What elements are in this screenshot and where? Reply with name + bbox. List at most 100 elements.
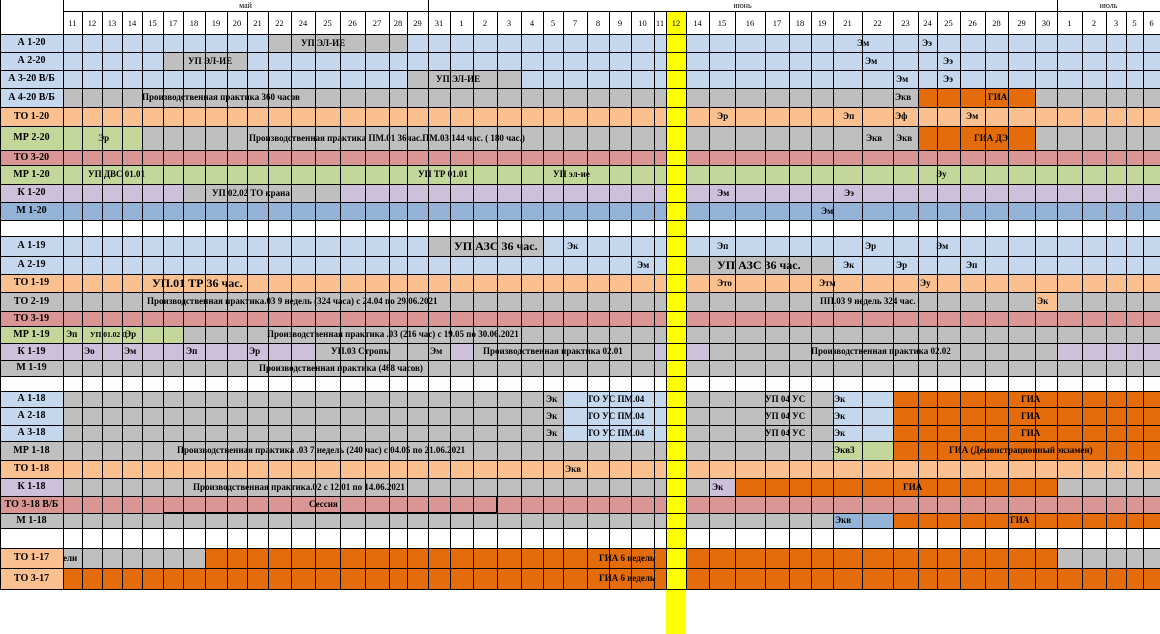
schedule-note: Эр (249, 346, 261, 356)
schedule-block (893, 425, 1160, 441)
schedule-note: Эк (834, 411, 846, 421)
schedule-note: Эк (546, 411, 558, 421)
group-label-cell (0, 425, 63, 441)
grid-line (654, 12, 655, 589)
row-background (63, 107, 1160, 126)
grid-line (609, 12, 610, 589)
schedule-block (893, 513, 1160, 528)
schedule-note: Эр (125, 329, 137, 339)
row-background (63, 256, 1160, 274)
day-header: 29 (413, 18, 422, 28)
grid-line (102, 12, 103, 589)
schedule-note: Этм (819, 278, 836, 288)
group-label-cell (0, 326, 63, 343)
schedule-note: Эм (896, 74, 909, 84)
group-label-cell (0, 460, 63, 478)
schedule-note: ГИА (1021, 428, 1041, 438)
schedule-note: Производственная практика 02.02 (811, 346, 951, 356)
schedule-note: УП ЭЛ-ИЕ (301, 38, 346, 48)
day-header: 4 (529, 18, 535, 28)
day-header: 28 (393, 18, 403, 28)
grid-line (0, 202, 1160, 203)
day-header: 25 (944, 18, 953, 28)
grid-line (587, 12, 588, 589)
grid-line (0, 70, 1160, 71)
grid-line (63, 0, 64, 589)
group-label: А 1-18 (17, 393, 46, 404)
grid-line (0, 478, 1160, 479)
schedule-note: Производственная практика (468 часов) (259, 363, 423, 373)
schedule-note: Эк (834, 394, 846, 404)
row-background (63, 568, 1160, 589)
schedule-note: Экв (896, 133, 913, 143)
day-header: 22 (275, 18, 284, 28)
schedule-block (315, 343, 450, 360)
grid-line (709, 12, 710, 589)
schedule-note: УП.01 ТР 36 час. (152, 276, 243, 290)
schedule-block (833, 513, 893, 528)
grid-line (473, 12, 474, 589)
grid-line (0, 425, 1160, 426)
schedule-block (63, 326, 183, 343)
day-header: 8 (595, 18, 601, 28)
grid-line (315, 12, 316, 589)
day-header: 14 (127, 18, 137, 28)
schedule-note: Эк (843, 260, 855, 270)
row-background (63, 311, 1160, 326)
schedule-note: УП эл-ие (553, 169, 590, 179)
schedule-note: ТО УС ПМ.04 (587, 428, 645, 438)
schedule-block (709, 478, 735, 496)
schedule-note: Производственная практика .03 7 недель (… (177, 445, 466, 455)
schedule-note: Эк (712, 482, 724, 492)
schedule-note: Производственная практика.03 9 недель (3… (147, 296, 438, 306)
schedule-note: Экв (895, 92, 912, 102)
group-label-cell (0, 548, 63, 568)
schedule-block (833, 425, 893, 441)
grid-line (0, 343, 1160, 344)
group-label-cell (0, 126, 63, 150)
schedule-note: Эр (896, 260, 908, 270)
schedule-block (893, 441, 1160, 460)
grid-line (563, 12, 564, 589)
schedule-note: Эм (124, 346, 137, 356)
schedule-block (833, 407, 893, 425)
schedule-block (183, 184, 340, 202)
grid-line (389, 12, 390, 589)
group-label: МР 1-18 (13, 445, 50, 456)
group-label-cell (0, 150, 63, 165)
group-label-cell (0, 256, 63, 274)
row-background (63, 70, 1160, 88)
schedule-note: ТО УС ПМ.04 (587, 411, 645, 421)
month-july: июль (1099, 1, 1118, 10)
schedule-note: Эк (1037, 296, 1049, 306)
grid-line (407, 12, 408, 589)
schedule-block (686, 256, 833, 274)
grid-line (0, 150, 1160, 151)
group-label-cell (0, 478, 63, 496)
grid-line (63, 11, 1160, 12)
schedule-note: ели (63, 553, 78, 563)
grid-line (0, 568, 1160, 569)
grid-line (0, 407, 1160, 408)
day-header: 17 (772, 18, 782, 28)
group-label (0, 376, 63, 391)
group-label: ТО 1-20 (13, 111, 50, 122)
day-header: 21 (253, 18, 262, 28)
grid-line (365, 12, 366, 589)
grid-line (0, 292, 1160, 293)
grid-line (0, 376, 1160, 377)
schedule-note: Производственная практика 02.01 (483, 346, 623, 356)
group-label-cell (0, 184, 63, 202)
grid-line (0, 184, 1160, 185)
row-background (63, 360, 1160, 376)
day-header: 6 (1149, 18, 1154, 28)
schedule-note: Производственная практика.02 с 12.01 по … (193, 482, 405, 492)
grid-line (985, 12, 986, 589)
group-label: М 1-19 (16, 362, 47, 373)
schedule-note: Эк (567, 241, 579, 251)
group-label: А 1-19 (17, 240, 46, 251)
schedule-note: Эк (834, 428, 846, 438)
group-label-cell (0, 568, 63, 589)
schedule-block (709, 343, 1057, 360)
month-may: май (239, 1, 252, 10)
